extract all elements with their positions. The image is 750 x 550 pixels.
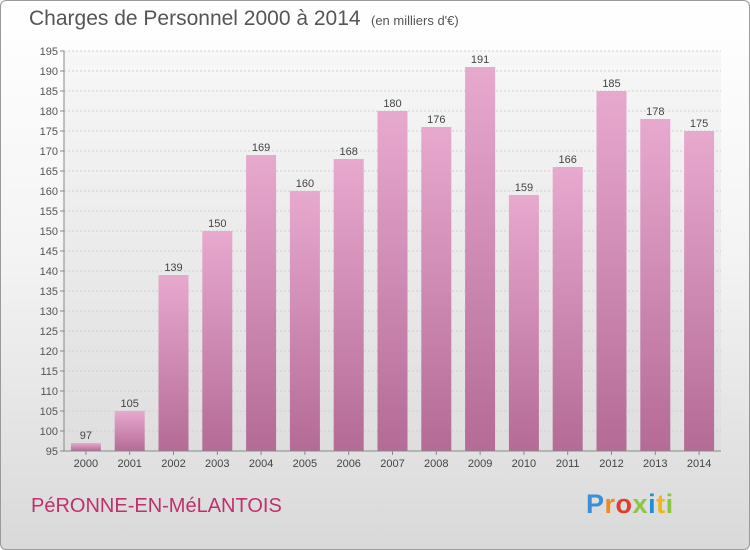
bar xyxy=(246,155,277,451)
y-tick-label: 195 xyxy=(40,46,58,58)
y-tick-label: 165 xyxy=(40,166,58,178)
x-tick-label: 2011 xyxy=(556,458,580,470)
bar-value-label: 178 xyxy=(646,106,664,118)
proxiti-logo: Proxiti xyxy=(586,489,674,520)
y-tick-label: 95 xyxy=(46,446,58,458)
bar-chart: 95 100 105 110 115 120 125 130 135 140 145 150 155 16… xyxy=(40,46,721,470)
bar-value-label: 105 xyxy=(121,398,139,410)
bar xyxy=(421,127,452,451)
x-tick-label: 2002 xyxy=(161,458,185,470)
bar xyxy=(508,195,539,451)
bar xyxy=(114,411,145,451)
logo-letter: o xyxy=(615,489,633,519)
y-tick-label: 120 xyxy=(40,346,58,358)
bar xyxy=(377,111,408,451)
y-tick-label: 180 xyxy=(40,106,58,118)
x-tick-label: 2014 xyxy=(687,458,711,470)
bar xyxy=(465,67,496,451)
commune-name: PéRONNE-EN-MéLANTOIS xyxy=(31,495,282,517)
x-tick-label: 2012 xyxy=(599,458,623,470)
bar xyxy=(640,119,671,451)
y-tick-label: 150 xyxy=(40,226,58,238)
logo-letter: i xyxy=(665,489,674,519)
x-tick-label: 2007 xyxy=(380,458,404,470)
bar xyxy=(158,275,189,451)
chart-title: Charges de Personnel 2000 à 2014 xyxy=(29,7,361,30)
x-tick-label: 2001 xyxy=(117,458,141,470)
y-tick-label: 115 xyxy=(40,366,58,378)
bar-value-label: 169 xyxy=(252,142,270,154)
x-tick-label: 2000 xyxy=(74,458,98,470)
bar xyxy=(684,131,715,451)
y-tick-label: 160 xyxy=(40,186,58,198)
y-tick-label: 170 xyxy=(40,146,58,158)
bar-value-label: 150 xyxy=(208,218,226,230)
x-tick-label: 2009 xyxy=(468,458,492,470)
bar xyxy=(70,443,101,451)
bar xyxy=(552,167,583,451)
bar xyxy=(202,231,233,451)
logo-letter: i xyxy=(648,489,657,519)
x-tick-label: 2004 xyxy=(249,458,273,470)
x-tick-label: 2010 xyxy=(512,458,536,470)
bar xyxy=(333,159,364,451)
y-tick-label: 155 xyxy=(40,206,58,218)
bar-value-label: 139 xyxy=(164,262,182,274)
y-tick-label: 100 xyxy=(40,426,58,438)
y-tick-label: 140 xyxy=(40,266,58,278)
bar-value-label: 175 xyxy=(690,118,708,130)
x-tick-label: 2013 xyxy=(643,458,667,470)
logo-letter: P xyxy=(586,489,605,519)
y-tick-label: 185 xyxy=(40,86,58,98)
bar-value-label: 159 xyxy=(515,182,533,194)
chart-subtitle: (en milliers d'€) xyxy=(371,13,459,28)
y-tick-label: 135 xyxy=(40,286,58,298)
y-tick-label: 105 xyxy=(40,406,58,418)
x-tick-label: 2006 xyxy=(336,458,360,470)
bar-value-label: 185 xyxy=(602,78,620,90)
bar-value-label: 176 xyxy=(427,114,445,126)
y-tick-label: 145 xyxy=(40,246,58,258)
y-tick-label: 190 xyxy=(40,66,58,78)
x-tick-label: 2005 xyxy=(293,458,317,470)
bar-value-label: 166 xyxy=(559,154,577,166)
bar xyxy=(289,191,320,451)
bar-value-label: 160 xyxy=(296,178,314,190)
y-tick-label: 130 xyxy=(40,306,58,318)
bar-value-label: 97 xyxy=(80,430,92,442)
y-axis: 95 100 105 110 115 120 125 130 135 140 145 150 155 16… xyxy=(40,46,65,458)
y-tick-label: 175 xyxy=(40,126,58,138)
y-tick-label: 110 xyxy=(40,386,58,398)
x-tick-label: 2008 xyxy=(424,458,448,470)
bars: 97 105 139 150 169 160 168 180 176 191 159 166 185 17… xyxy=(70,54,715,451)
logo-letter: t xyxy=(656,489,666,519)
logo-letter: x xyxy=(632,489,649,519)
x-axis: 2000 2001 2002 2003 2004 2005 2006 2007 2008 2009… xyxy=(64,450,721,470)
bar-value-label: 180 xyxy=(383,98,401,110)
logo-letter: r xyxy=(604,489,616,519)
y-tick-label: 125 xyxy=(40,326,58,338)
bar-value-label: 168 xyxy=(340,146,358,158)
bar xyxy=(596,91,627,451)
x-tick-label: 2003 xyxy=(205,458,229,470)
bar-value-label: 191 xyxy=(471,54,489,66)
